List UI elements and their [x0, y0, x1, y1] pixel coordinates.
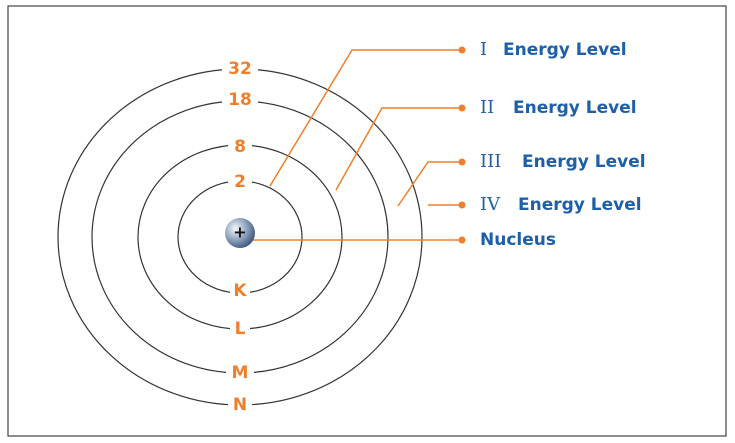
shell-letter: L	[235, 319, 246, 339]
level-text: Energy Level	[518, 195, 642, 215]
shell-letter: N	[233, 395, 247, 415]
label-bg	[228, 136, 252, 158]
level-text: Energy Level	[513, 98, 637, 118]
shell-capacity: 8	[234, 137, 246, 157]
nucleus-label: Nucleus	[480, 230, 556, 250]
shell-letter: K	[233, 281, 247, 301]
leader-line	[397, 161, 462, 207]
level-text: Energy Level	[522, 152, 646, 172]
label-bg	[230, 318, 250, 340]
leader-dot	[458, 201, 466, 209]
label-bg	[228, 394, 252, 416]
level-numeral: I	[480, 39, 487, 60]
label-bg	[228, 172, 252, 192]
leader-line	[269, 49, 462, 187]
label-bg	[222, 59, 258, 79]
level-numeral: II	[480, 97, 494, 118]
leader-dot	[458, 158, 466, 166]
level-numeral: IV	[480, 194, 501, 215]
shell-capacity: 32	[228, 59, 252, 79]
leader-dot	[458, 236, 466, 244]
shell-capacity: 2	[234, 172, 246, 192]
shell-capacity: 18	[228, 90, 252, 110]
shell-letter: M	[232, 363, 249, 383]
label-bg	[222, 90, 258, 110]
label-bg	[226, 362, 254, 384]
level-numeral: III	[480, 151, 501, 172]
nucleus	[225, 218, 255, 248]
leader-dot	[458, 104, 466, 112]
nucleus-symbol: +	[233, 223, 246, 242]
frame	[7, 5, 727, 437]
level-text: Energy Level	[503, 40, 627, 60]
leader-line	[335, 107, 462, 191]
leader-dot	[458, 46, 466, 54]
label-bg	[230, 280, 250, 302]
